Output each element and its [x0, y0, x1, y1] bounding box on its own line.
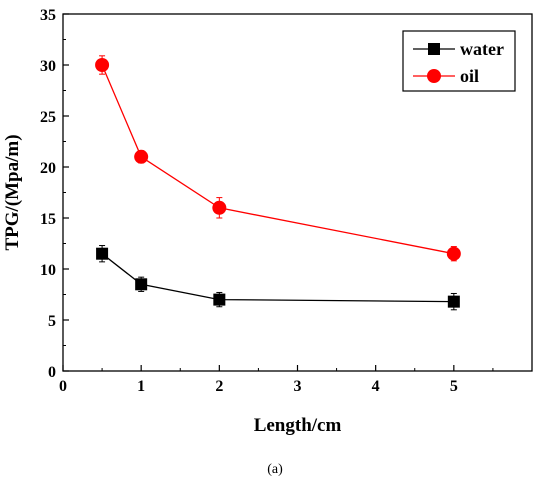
data-point-water	[96, 247, 109, 260]
y-tick-label: 0	[48, 364, 56, 381]
chart: 0 1 2 3 4 5 0 5 10 15 20 25 30 35 Length/cm TPG/(Mpa/…	[2, 7, 533, 436]
x-tick-label: 2	[215, 378, 223, 395]
legend-label-water: water	[460, 39, 504, 59]
legend-marker-oil	[427, 69, 441, 83]
legend-marker-water	[428, 43, 440, 55]
legend-box	[402, 30, 516, 92]
series-line-water	[101, 253, 454, 303]
figure-caption: (a)	[267, 462, 283, 477]
series-water	[96, 245, 460, 311]
data-point-oil	[446, 246, 461, 261]
y-tick-label: 30	[40, 58, 56, 75]
x-tick-label: 1	[137, 378, 145, 395]
series-oil	[95, 55, 461, 262]
x-tick-label: 3	[294, 378, 302, 395]
y-tick-label: 10	[40, 262, 56, 279]
data-point-water	[213, 293, 226, 306]
y-axis-title: TPG/(Mpa/m)	[2, 134, 23, 250]
data-point-oil	[212, 200, 227, 215]
y-tick-label: 5	[48, 313, 56, 330]
y-tick-label: 35	[40, 7, 56, 24]
x-tick-label: 4	[372, 378, 380, 395]
data-point-oil	[95, 58, 110, 72]
y-tick-label: 20	[40, 160, 56, 177]
legend: water oil	[402, 30, 516, 92]
x-axis-title: Length/cm	[254, 415, 342, 436]
legend-label-oil: oil	[460, 66, 479, 86]
data-point-oil	[134, 149, 149, 164]
y-tick-label: 25	[40, 109, 56, 126]
x-tick-label: 0	[59, 378, 67, 395]
series-line-oil	[101, 64, 454, 255]
data-point-water	[135, 278, 148, 291]
x-tick-label: 5	[450, 378, 458, 395]
data-point-water	[447, 295, 460, 308]
y-tick-label: 15	[40, 211, 56, 228]
